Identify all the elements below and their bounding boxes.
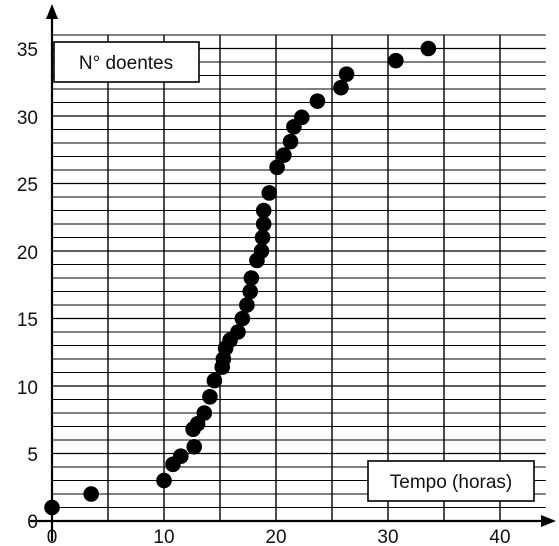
data-point (293, 109, 310, 126)
data-point (156, 472, 172, 489)
data-point (276, 147, 292, 163)
y-tick-label: 5 (27, 445, 38, 466)
y-tick-labels: 0 5 10 15 20 25 30 35 (17, 40, 38, 533)
data-point (255, 216, 272, 232)
data-point (420, 40, 437, 57)
data-point (234, 310, 251, 327)
data-point (388, 52, 404, 69)
y-axis-label-frame (53, 41, 200, 83)
x-tick-label: 10 (153, 527, 174, 546)
y-tick-label: 25 (17, 175, 38, 196)
data-point (230, 324, 246, 340)
data-point (254, 229, 271, 246)
x-tick-label: 0 (47, 527, 58, 546)
x-tick-label: 40 (489, 527, 510, 546)
y-tick-label: 30 (17, 108, 38, 129)
data-point (261, 185, 278, 201)
data-point (253, 243, 270, 259)
data-point (338, 66, 355, 82)
x-axis-label-frame (367, 460, 535, 502)
y-tick-label: 10 (17, 378, 38, 399)
data-point (243, 270, 260, 286)
y-tick-label: 35 (17, 40, 38, 61)
data-point (202, 389, 218, 405)
data-points (44, 40, 437, 516)
data-point (333, 79, 349, 96)
data-point (83, 486, 99, 502)
data-point (173, 448, 189, 465)
data-point (242, 283, 259, 300)
data-point (239, 297, 255, 313)
y-tick-label: 15 (17, 310, 38, 331)
data-point (269, 159, 285, 176)
data-point (44, 499, 60, 516)
data-point (255, 202, 272, 219)
grid-horizontal-lines (52, 34, 546, 508)
data-point (186, 438, 203, 455)
data-point (196, 405, 213, 421)
x-tick-labels: 0 10 20 30 40 (47, 527, 511, 546)
x-tick-label: 20 (265, 527, 286, 546)
y-tick-label: 0 (27, 512, 38, 533)
data-point (206, 372, 223, 389)
grid-vertical-lines (107, 35, 501, 521)
y-axis-arrow (46, 4, 58, 19)
x-axis-arrow (541, 515, 556, 527)
x-tick-label: 30 (377, 527, 398, 546)
data-point (282, 133, 299, 150)
y-axis-label: N° doentes (79, 53, 173, 74)
y-axis-label-box: N° doentes (53, 41, 200, 83)
x-axis-label: Tempo (horas) (390, 472, 513, 493)
x-axis-label-box: Tempo (horas) (367, 460, 535, 502)
data-point (309, 93, 326, 109)
x-axis (30, 515, 556, 527)
y-axis (46, 4, 58, 541)
y-tick-label: 20 (17, 243, 38, 264)
